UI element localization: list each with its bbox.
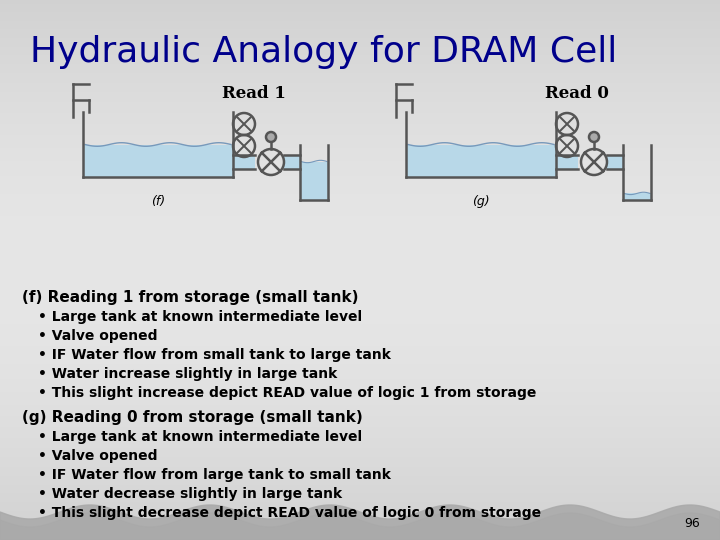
Bar [406,145,556,177]
Text: • This slight increase depict READ value of logic 1 from storage: • This slight increase depict READ value… [38,386,536,400]
Text: 96: 96 [684,517,700,530]
Text: (g): (g) [472,195,490,208]
Text: (g) Reading 0 from storage (small tank): (g) Reading 0 from storage (small tank) [22,410,363,425]
Text: • Large tank at known intermediate level: • Large tank at known intermediate level [38,310,362,324]
Text: • IF Water flow from large tank to small tank: • IF Water flow from large tank to small… [38,468,391,482]
Bar [300,161,328,200]
Text: Hydraulic Analogy for DRAM Cell: Hydraulic Analogy for DRAM Cell [30,35,617,69]
Text: (f): (f) [151,195,165,208]
Bar [284,155,300,169]
Bar [556,155,578,169]
Text: Read 0: Read 0 [545,85,609,103]
Bar [233,155,255,169]
Text: (f) Reading 1 from storage (small tank): (f) Reading 1 from storage (small tank) [22,290,359,305]
Text: • Valve opened: • Valve opened [38,449,158,463]
Bar [83,145,233,177]
Circle shape [266,132,276,142]
Bar [623,193,651,200]
Text: • IF Water flow from small tank to large tank: • IF Water flow from small tank to large… [38,348,391,362]
Circle shape [589,132,599,142]
Text: Read 1: Read 1 [222,85,286,103]
Text: • Large tank at known intermediate level: • Large tank at known intermediate level [38,430,362,444]
Text: • Water decrease slightly in large tank: • Water decrease slightly in large tank [38,487,342,501]
Text: • Water increase slightly in large tank: • Water increase slightly in large tank [38,367,337,381]
Bar [607,155,623,169]
Text: • This slight decrease depict READ value of logic 0 from storage: • This slight decrease depict READ value… [38,506,541,520]
Text: • Valve opened: • Valve opened [38,329,158,343]
